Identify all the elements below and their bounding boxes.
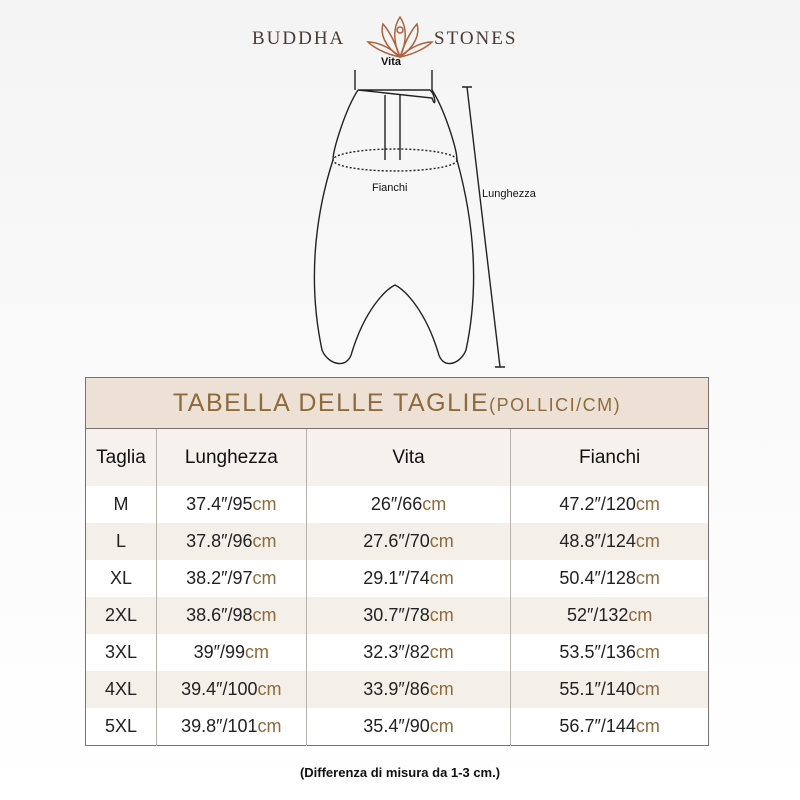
hips-label: Fianchi bbox=[372, 182, 408, 194]
pants-diagram bbox=[313, 70, 505, 368]
length-label: Lunghezza bbox=[482, 188, 536, 200]
table-row: 2XL 38.6″/98cm 30.7″/78cm 52″/132cm bbox=[85, 597, 709, 634]
table-cell: 39″/99cm bbox=[155, 634, 307, 671]
size-table: TABELLA DELLE TAGLIE(POLLICI/CM) Taglia … bbox=[85, 377, 709, 746]
table-cell: 27.6″/70cm bbox=[305, 523, 511, 560]
table-cell: 29.1″/74cm bbox=[305, 560, 511, 597]
table-cell: 47.2″/120cm bbox=[510, 486, 709, 523]
measurement-note: (Differenza di misura da 1-3 cm.) bbox=[299, 765, 501, 780]
table-cell: 32.3″/82cm bbox=[305, 634, 511, 671]
table-row: 4XL 39.4″/100cm 33.9″/86cm 55.1″/140cm bbox=[85, 671, 709, 708]
table-cell: 53.5″/136cm bbox=[510, 634, 709, 671]
table-row: 5XL 39.8″/101cm 35.4″/90cm 56.7″/144cm bbox=[85, 708, 709, 746]
table-cell: 37.8″/96cm bbox=[155, 523, 307, 560]
table-row: M 37.4″/95cm 26″/66cm 47.2″/120cm bbox=[85, 486, 709, 523]
table-cell: 48.8″/124cm bbox=[510, 523, 709, 560]
table-cell: 2XL bbox=[85, 597, 157, 634]
col-header: Taglia bbox=[85, 428, 157, 486]
table-cell: 30.7″/78cm bbox=[305, 597, 511, 634]
table-row: XL 38.2″/97cm 29.1″/74cm 50.4″/128cm bbox=[85, 560, 709, 597]
table-cell: 4XL bbox=[85, 671, 157, 708]
table-cell: XL bbox=[85, 560, 157, 597]
table-cell: 39.8″/101cm bbox=[155, 708, 307, 746]
table-cell: 35.4″/90cm bbox=[305, 708, 511, 746]
table-cell: 38.2″/97cm bbox=[155, 560, 307, 597]
table-cell: 33.9″/86cm bbox=[305, 671, 511, 708]
brand-left: BUDDHA bbox=[252, 28, 346, 49]
waist-label: Vita bbox=[381, 56, 401, 68]
table-cell: 50.4″/128cm bbox=[510, 560, 709, 597]
header-row: Taglia Lunghezza Vita Fianchi bbox=[85, 428, 709, 486]
table-cell: 55.1″/140cm bbox=[510, 671, 709, 708]
table-row: 3XL 39″/99cm 32.3″/82cm 53.5″/136cm bbox=[85, 634, 709, 671]
brand-right: STONES bbox=[434, 28, 518, 49]
table-cell: 26″/66cm bbox=[305, 486, 511, 523]
table-cell: 56.7″/144cm bbox=[510, 708, 709, 746]
col-header: Fianchi bbox=[510, 428, 709, 486]
lotus-icon bbox=[366, 15, 434, 59]
table-cell: 52″/132cm bbox=[510, 597, 709, 634]
table-cell: L bbox=[85, 523, 157, 560]
table-title: TABELLA DELLE TAGLIE(POLLICI/CM) bbox=[85, 377, 709, 429]
table-cell: M bbox=[85, 486, 157, 523]
col-header: Lunghezza bbox=[155, 428, 307, 486]
table-cell: 37.4″/95cm bbox=[155, 486, 307, 523]
col-header: Vita bbox=[305, 428, 511, 486]
table-cell: 3XL bbox=[85, 634, 157, 671]
table-cell: 5XL bbox=[85, 708, 157, 746]
table-row: L 37.8″/96cm 27.6″/70cm 48.8″/124cm bbox=[85, 523, 709, 560]
table-cell: 39.4″/100cm bbox=[155, 671, 307, 708]
table-cell: 38.6″/98cm bbox=[155, 597, 307, 634]
